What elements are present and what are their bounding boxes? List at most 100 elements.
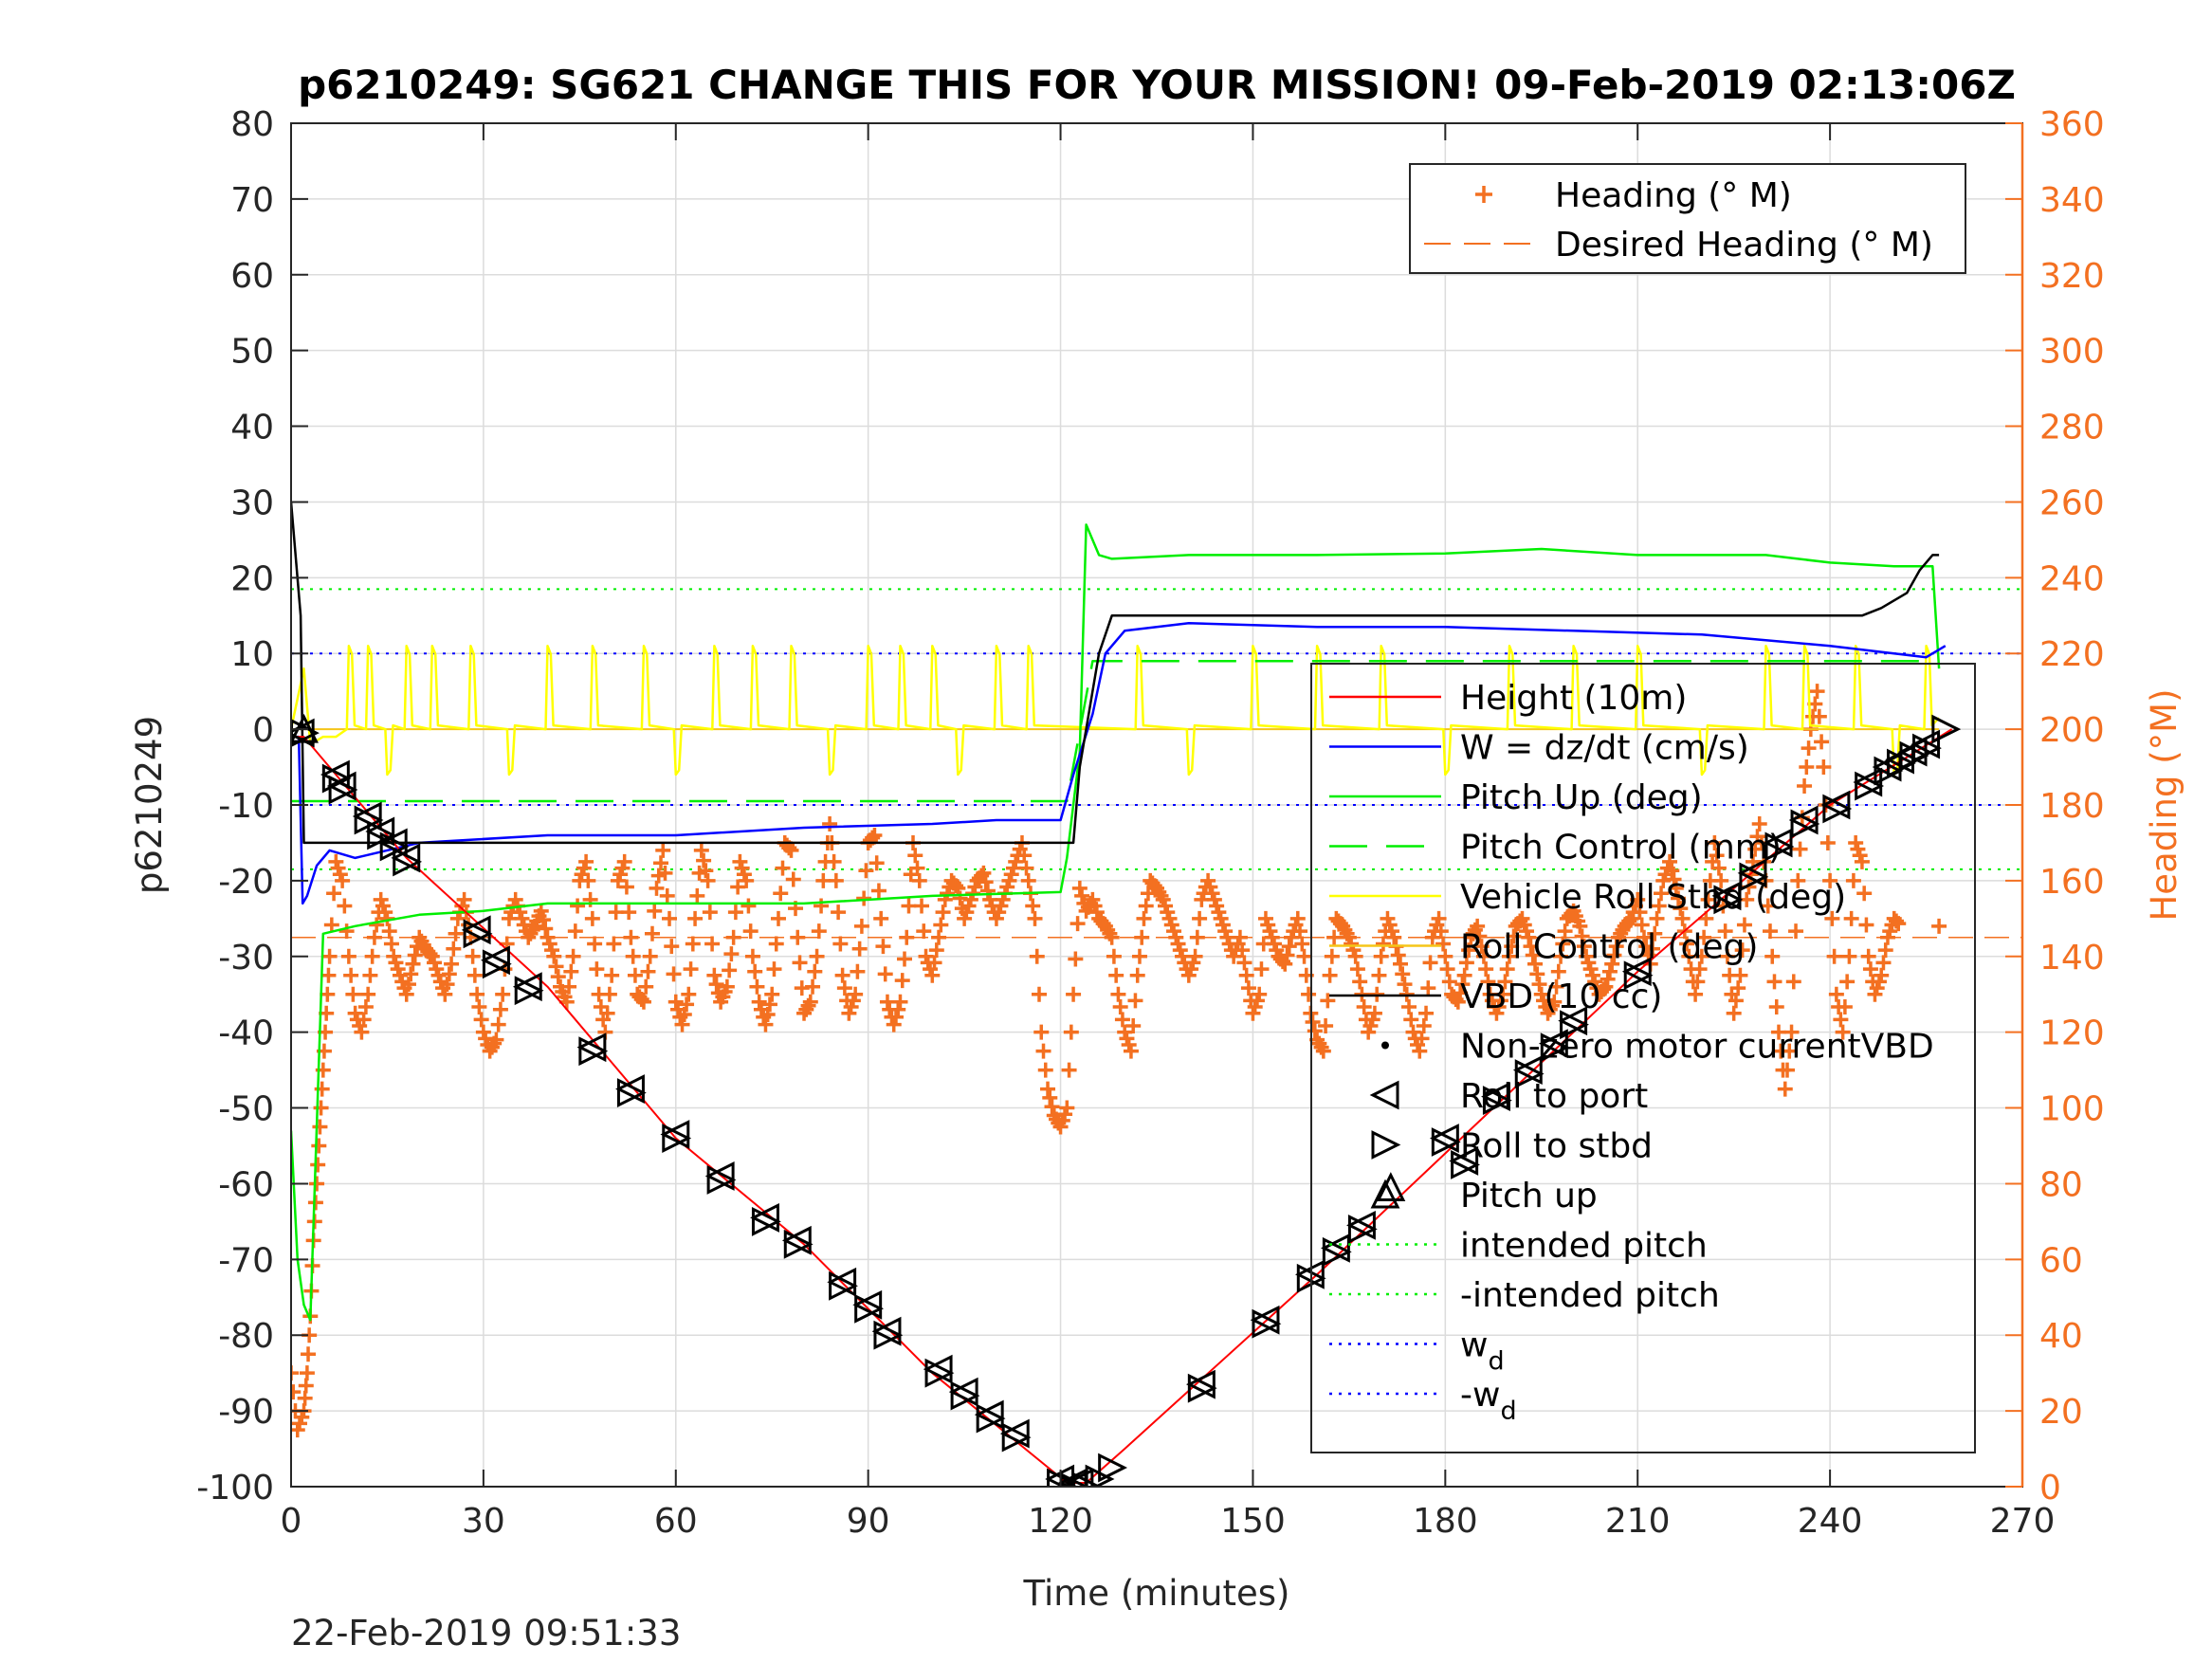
chart-title: p6210249: SG621 CHANGE THIS FOR YOUR MIS… [298, 62, 2016, 108]
vbd-line [291, 502, 1940, 845]
heading-point [1845, 872, 1861, 888]
heading-point [676, 1007, 692, 1023]
heading-point [868, 855, 885, 871]
heading-point [667, 994, 684, 1010]
legend-label: Height (10m) [1460, 679, 1687, 718]
heading-point [635, 994, 651, 1010]
heading-point [580, 872, 596, 888]
y2-tick-label: 140 [2039, 939, 2105, 978]
legend-label: Roll to stbd [1460, 1127, 1653, 1166]
y2-axis-label: Heading (°M) [2144, 688, 2185, 921]
roll-to-stbd-marker [616, 1078, 647, 1108]
heading-point [1232, 929, 1248, 945]
heading-point [625, 948, 641, 964]
roll-to-stbd-marker [1001, 1422, 1032, 1453]
heading-point [538, 921, 554, 937]
heading-point [1236, 955, 1252, 971]
heading-point [700, 872, 716, 888]
heading-point [301, 1346, 317, 1362]
heading-point [1458, 955, 1474, 971]
roll-to-stbd-marker [1347, 1214, 1378, 1244]
heading-point [589, 961, 605, 978]
heading-point [1719, 948, 1735, 964]
heading-point [1645, 941, 1660, 957]
heading-point [950, 880, 966, 896]
y-tick-label: -70 [218, 1241, 274, 1280]
heading-point [1403, 1012, 1419, 1028]
legend-label: Pitch up [1460, 1177, 1598, 1215]
heading-point [469, 986, 485, 1002]
heading-point [742, 923, 759, 940]
heading-point [1766, 974, 1782, 990]
roll-to-port-marker [1449, 1146, 1479, 1176]
heading-point [407, 947, 423, 963]
roll-to-port-marker [781, 1225, 812, 1255]
heading-point [1315, 1043, 1331, 1059]
heading-point [1521, 929, 1537, 945]
heading-point [814, 898, 830, 914]
heading-point [758, 1016, 774, 1033]
heading-point [1059, 1100, 1075, 1116]
y2-tick-label: 340 [2039, 181, 2105, 220]
heading-point [1801, 740, 1817, 757]
heading-point [775, 860, 791, 876]
roll-to-port-marker [481, 945, 510, 976]
heading-point [1029, 948, 1045, 964]
heading-point [1373, 948, 1389, 964]
heading-point [1420, 980, 1436, 996]
roll-to-stbd-marker [854, 1293, 885, 1324]
heading-point [875, 939, 891, 955]
heading-point [1691, 961, 1708, 978]
heading-point [1027, 910, 1043, 926]
heading-point [1033, 1024, 1050, 1040]
heading-point [364, 948, 380, 964]
heading-point [1018, 860, 1034, 876]
heading-point [335, 872, 351, 888]
heading-point [1437, 948, 1453, 964]
heading-point [1106, 948, 1122, 964]
heading-point [618, 879, 634, 895]
roll-to-port-marker [948, 1377, 978, 1407]
heading-point [858, 863, 874, 879]
heading-point [1061, 1062, 1077, 1078]
heading-point [471, 999, 487, 1015]
heading-point [1713, 872, 1729, 888]
heading-point [879, 994, 895, 1010]
heading-point [1016, 848, 1033, 864]
heading-point [1138, 898, 1154, 914]
heading-point [834, 967, 850, 983]
heading-point [1649, 910, 1665, 926]
roll-to-stbd-marker [1187, 1373, 1217, 1403]
heading-point [722, 962, 738, 978]
heading-point [933, 917, 949, 933]
y2-tick-label: 0 [2039, 1469, 2061, 1508]
heading-point [1854, 853, 1870, 869]
roll-to-port-marker [1820, 790, 1851, 820]
heading-point [907, 848, 923, 864]
heading-point [1726, 1005, 1742, 1021]
heading-point [725, 929, 741, 945]
heading-point [822, 815, 838, 832]
heading-point [1874, 967, 1890, 983]
heading-point [751, 994, 767, 1010]
heading-point [1799, 759, 1815, 776]
heading-point [805, 978, 821, 995]
heading-point [320, 967, 337, 983]
pitch-up-marker [1376, 1172, 1406, 1201]
x-tick-label: 210 [1605, 1502, 1671, 1541]
heading-point [383, 936, 399, 952]
heading-point [1875, 955, 1892, 971]
heading-point [1843, 910, 1859, 926]
heading-point [321, 948, 338, 964]
y-tick-label: -20 [218, 863, 274, 902]
heading-point [1931, 918, 1947, 934]
roll-to-port-marker [1711, 881, 1742, 911]
roll-to-stbd-marker [783, 1229, 814, 1259]
heading-point [1324, 948, 1340, 964]
heading-point [1392, 956, 1408, 972]
heading-point [1630, 891, 1646, 907]
heading-point [1828, 986, 1844, 1002]
heading-point [848, 986, 864, 1002]
heading-point [850, 963, 866, 979]
heading-point [1020, 872, 1036, 888]
